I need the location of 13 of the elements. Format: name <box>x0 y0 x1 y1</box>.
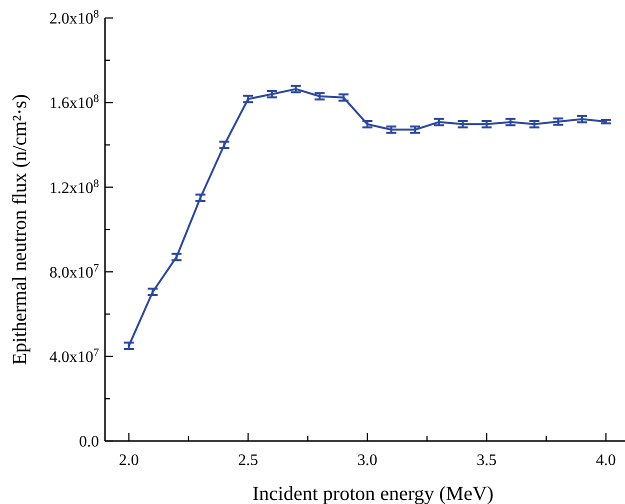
y-tick-label: 0.0 <box>79 434 99 451</box>
y-axis-title: Epithermal neutron flux (n/cm²·s) <box>9 94 31 365</box>
x-tick-label: 2.0 <box>118 452 139 469</box>
y-tick-label: 4.0x10$^{7}$ <box>49 347 100 366</box>
x-tick-label: 2.5 <box>238 452 258 469</box>
y-tick-label: 8.0x10$^{7}$ <box>49 262 100 282</box>
x-tick-label: 4.0 <box>596 452 616 469</box>
x-axis-title: Incident proton energy (MeV) <box>252 483 494 504</box>
x-tick-label: 3.0 <box>357 452 378 469</box>
y-tick-label: 1.2x10$^{8}$ <box>49 178 100 197</box>
x-tick-label: 3.5 <box>476 452 497 469</box>
y-tick-label: 1.6x10$^{8}$ <box>49 93 100 112</box>
y-tick-label: 2.0x10$^{8}$ <box>49 8 100 28</box>
